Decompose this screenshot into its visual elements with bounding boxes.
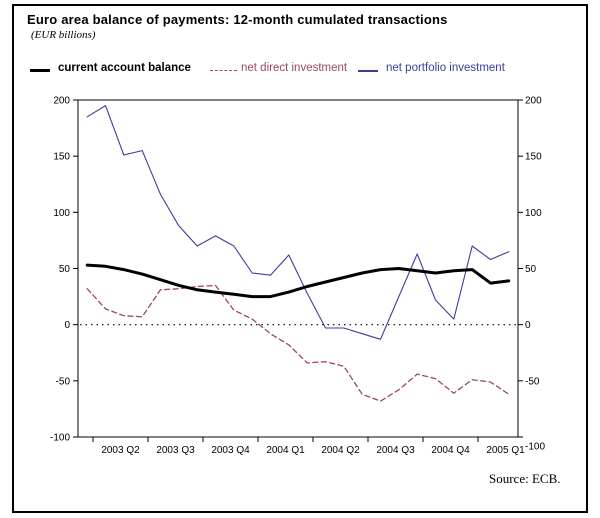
series-net-portfolio-investment [86,105,510,340]
legend-label-net-direct-investment: net direct investment [241,62,348,74]
y-tick-label-left: -100 [50,433,70,444]
series-net-direct-investment [86,284,510,402]
legend-label-current-account: current account balance [58,62,191,74]
chart-title: Euro area balance of payments: 12-month … [27,12,448,27]
y-tick-label-left: 0 [64,320,70,331]
y-tick-label-right: 0 [525,320,531,331]
legend-swatch-net-portfolio-investment [358,70,378,72]
x-tick-label: 2004 Q3 [376,445,415,456]
x-tick-label: 2005 Q1 [486,445,525,456]
y-tick-label-right: 200 [525,96,542,107]
source-note: Source: ECB. [489,471,561,486]
x-tick-label: 2004 Q1 [266,445,305,456]
x-tick-label: 2003 Q4 [211,445,250,456]
y-tick-label-left: -50 [56,376,71,387]
x-tick-label: 2003 Q3 [156,445,195,456]
x-tick-label: 2004 Q2 [321,445,360,456]
y-tick-label-left: 50 [59,264,71,275]
x-tick-label: 2004 Q4 [431,445,470,456]
series-current-account-balance [85,263,511,299]
y-tick-label-left: 100 [53,208,70,219]
y-tick-label-right: 150 [525,152,542,163]
y-tick-label-right: -50 [525,376,540,387]
y-tick-label-right: -100 [525,442,545,453]
y-tick-label-right: 50 [525,264,537,275]
legend-swatch-net-direct-investment [210,70,237,71]
x-tick-label: 2003 Q2 [101,445,140,456]
y-tick-label-right: 100 [525,208,542,219]
legend-swatch-current-account [30,69,50,72]
y-tick-label-left: 200 [53,96,70,107]
legend-label-net-portfolio-investment: net portfolio investment [386,62,505,74]
plot-border [77,99,519,438]
chart-subtitle: (EUR billions) [31,29,96,41]
y-tick-label-left: 150 [53,152,70,163]
